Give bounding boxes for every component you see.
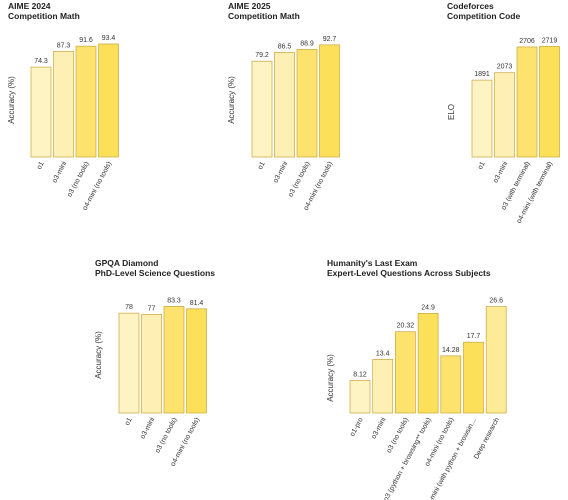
bar [494,72,515,158]
chart-title: GPQA Diamond [95,258,158,268]
value-label: 24.9 [421,304,435,311]
value-label: 88.9 [300,40,314,47]
x-tick-label: o3 (no tools) [386,417,410,455]
x-tick-label: o3-mini [371,416,388,440]
value-label: 14.28 [442,347,460,354]
value-label: 77 [148,305,156,312]
chart-subtitle: Competition Code [447,11,520,21]
bar [395,331,416,414]
bar [539,46,560,158]
value-label: 13.4 [376,350,390,357]
value-label: 87.3 [57,42,71,49]
y-axis-label: Accuracy (%) [326,354,335,402]
bar [485,306,507,414]
chart-subtitle: PhD-Level Science Questions [95,268,215,278]
x-tick-label: o3-mini [139,416,156,440]
x-tick-label: o3 (no tools) [154,417,178,455]
x-tick-label: o3 (no tools) [66,161,90,199]
chart-subtitle: Competition Math [228,11,300,21]
value-label: 78 [125,304,133,311]
value-label: 83.3 [167,297,181,304]
bar [463,341,484,414]
bar [98,43,119,158]
chart-subtitle: Expert-Level Questions Across Subjects [327,268,491,278]
bar [319,44,340,158]
bar [75,45,97,158]
bar [274,51,295,158]
value-label: 91.6 [79,37,93,44]
x-tick-label: o3-mini [492,160,509,184]
y-axis-label: ELO [447,104,456,120]
bar [296,49,318,158]
chart-title: Codeforces [447,1,494,11]
y-axis-label: Accuracy (%) [7,76,16,124]
value-label: 2719 [542,37,558,44]
bar [417,313,439,414]
value-label: 92.7 [323,36,337,43]
x-tick-label: o3-mini [51,160,68,184]
y-axis-label: Accuracy (%) [94,331,103,379]
x-tick-label: o1 [36,161,46,171]
bar [471,79,493,158]
value-label: 2073 [497,64,513,71]
bar [251,60,273,158]
x-tick-label: o1-pro [349,417,365,438]
bar [186,308,207,414]
x-tick-label: o1 [257,161,267,171]
bar [516,46,538,158]
value-label: 81.4 [190,300,204,307]
value-label: 8.12 [353,372,367,379]
value-label: 17.7 [467,333,481,340]
chart-title: AIME 2025 [228,1,271,11]
value-label: 74.3 [34,58,48,65]
bar [163,306,185,414]
bar [349,380,371,414]
chart-title: AIME 2024 [8,1,51,11]
chart-subtitle: Competition Math [8,11,80,21]
bar [118,312,140,414]
bar [440,355,462,414]
x-tick-label: Deep research [473,417,501,461]
x-tick-label: o3 (no tools) [287,161,311,199]
value-label: 79.2 [255,52,269,59]
bar [372,359,394,414]
value-label: 93.4 [102,35,116,42]
value-label: 86.5 [278,43,292,50]
x-tick-label: o3 (python + browsing** tools) [383,417,433,500]
chart-title: Humanity's Last Exam [327,258,418,268]
x-tick-label: o1 [124,417,134,427]
bar [30,66,52,158]
value-label: 20.32 [397,323,415,330]
y-axis-label: Accuracy (%) [227,76,236,124]
bar [141,314,162,414]
value-label: 2706 [519,38,535,45]
x-tick-label: o1 [477,161,487,171]
value-label: 26.6 [489,298,503,305]
value-label: 1891 [474,71,490,78]
bar [53,51,74,158]
x-tick-label: o3-mini [272,160,289,184]
